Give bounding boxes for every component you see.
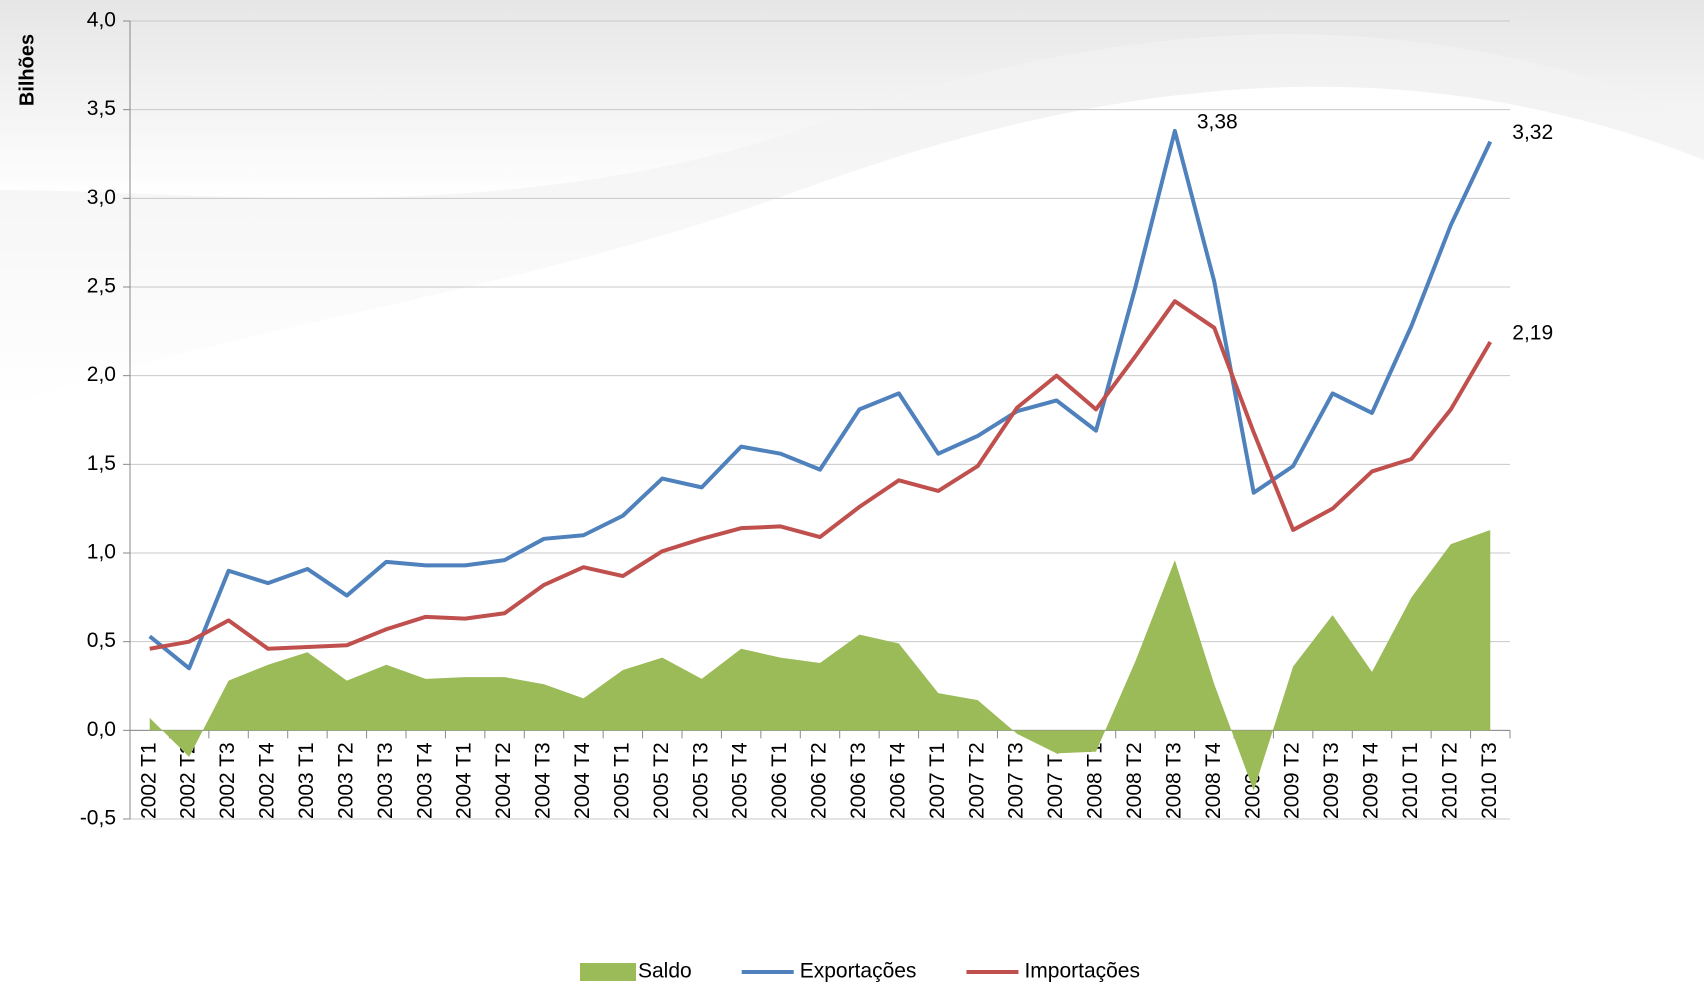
x-tick-label: 2004 T4	[571, 742, 594, 819]
x-tick-label: 2006 T3	[847, 742, 870, 819]
x-tick-label: 2003 T3	[374, 742, 397, 819]
area	[149, 529, 1491, 791]
x-tick-label: 2004 T1	[453, 742, 476, 819]
x-tick-label: 2002 T4	[256, 742, 279, 819]
x-tick-label: 2006 T1	[768, 742, 791, 819]
x-tick-label: 2008 T3	[1162, 742, 1185, 819]
y-tick-label: 4,0	[87, 9, 116, 32]
legend-label: Importações	[1024, 960, 1140, 983]
x-tick-label: 2010 T2	[1438, 742, 1461, 819]
background-swoosh	[0, 0, 1704, 198]
legend-label: Saldo	[638, 960, 692, 983]
line	[149, 299, 1493, 651]
x-tick-label: 2004 T3	[532, 742, 555, 819]
y-tick-label: 1,0	[87, 541, 116, 564]
x-tick-label: 2002 T3	[216, 742, 239, 819]
data-label: 3,32	[1512, 121, 1553, 144]
y-tick-label: 1,5	[87, 452, 116, 475]
x-tick-label: 2009 T4	[1360, 742, 1383, 819]
x-tick-label: 2008 T4	[1202, 742, 1225, 819]
x-tick-label: 2010 T3	[1478, 742, 1501, 819]
x-tick-label: 2003 T1	[295, 742, 318, 819]
y-tick-label: 2,0	[87, 363, 116, 386]
background-swoosh	[0, 34, 1704, 410]
x-tick-label: 2008 T2	[1123, 742, 1146, 819]
legend-swatch	[579, 963, 636, 981]
x-tick-label: 2004 T2	[492, 742, 515, 819]
legend-label: Exportações	[800, 960, 917, 983]
x-tick-label: 2007 T3	[1005, 742, 1028, 819]
x-tick-label: 2009 T2	[1281, 742, 1304, 819]
x-tick-label: 2005 T1	[610, 742, 633, 819]
y-tick-label: -0,5	[80, 807, 116, 830]
x-tick-label: 2008 T1	[1084, 742, 1107, 819]
y-tick-label: 0,0	[87, 718, 116, 741]
x-tick-label: 2003 T4	[413, 742, 436, 819]
x-tick-label: 2007 T1	[926, 742, 949, 819]
x-tick-label: 2007 T2	[965, 742, 988, 819]
x-tick-label: 2005 T4	[729, 742, 752, 819]
data-label: 2,19	[1512, 322, 1553, 345]
x-tick-label: 2002 T2	[177, 742, 200, 819]
x-tick-label: 2009 T3	[1320, 742, 1343, 819]
x-tick-label: 2002 T1	[137, 742, 160, 819]
data-label: 3,38	[1197, 110, 1238, 133]
y-tick-label: 0,5	[87, 629, 116, 652]
line	[148, 128, 1493, 671]
x-tick-label: 2005 T3	[689, 742, 712, 819]
x-tick-label: 2010 T1	[1399, 742, 1422, 819]
x-tick-label: 2006 T4	[886, 742, 909, 819]
x-tick-label: 2007 T4	[1044, 742, 1067, 819]
y-axis-label: Bilhões	[16, 34, 38, 106]
y-tick-label: 3,0	[87, 186, 116, 209]
x-tick-label: 2005 T2	[650, 742, 673, 819]
y-tick-label: 3,5	[87, 97, 116, 120]
y-tick-label: 2,5	[87, 275, 116, 298]
x-tick-label: 2006 T2	[808, 742, 831, 819]
x-tick-label: 2003 T2	[334, 742, 357, 819]
